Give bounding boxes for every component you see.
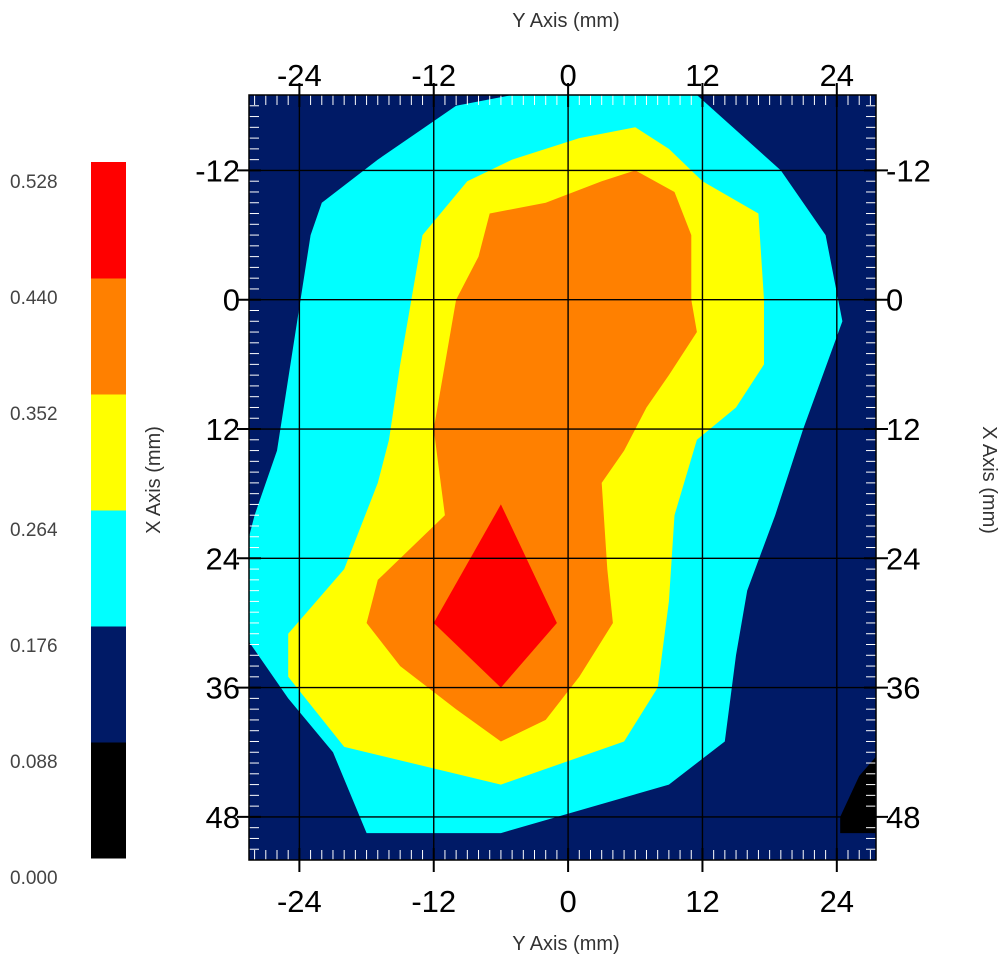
contour-regions (249, 95, 876, 834)
colorbar-label: 0.440 (10, 288, 58, 309)
x-tick-label-top: -12 (411, 58, 456, 93)
y-tick-label-left: 24 (206, 541, 240, 576)
colorbar-label: 0.264 (10, 520, 58, 541)
x-tick-label-top: 24 (820, 58, 854, 93)
y-tick-label-left: 48 (206, 800, 240, 835)
colorbar-labels: 0.000 0.088 0.176 0.264 0.352 0.440 0.528 (10, 172, 58, 889)
contour-region-4 (840, 756, 876, 834)
minor-ticks (249, 94, 876, 861)
x-axis-title-top: Y Axis (mm) (512, 10, 619, 32)
y-tick-label-right: 24 (886, 541, 920, 576)
x-tick-label-bottom: -12 (411, 884, 456, 919)
y-axis-title-left: X Axis (mm) (143, 426, 165, 534)
colorbar (91, 162, 126, 859)
y-tick-label-left: -12 (195, 153, 240, 188)
colorbar-label: 0.000 (10, 868, 58, 889)
y-tick-label-right: 36 (886, 671, 920, 706)
colorbar-label: 0.088 (10, 752, 58, 773)
x-tick-label-bottom: 12 (685, 884, 719, 919)
x-tick-label-top: 0 (559, 58, 576, 93)
x-tick-label-top: -24 (277, 58, 322, 93)
colorbar-band-3 (91, 394, 126, 511)
y-tick-label-left: 36 (206, 671, 240, 706)
colorbar-band-5 (91, 162, 126, 279)
plot-frame (248, 94, 877, 861)
contour-region-3 (433, 504, 557, 688)
colorbar-band-0 (91, 742, 126, 859)
colorbar-label: 0.352 (10, 404, 58, 425)
colorbar-label: 0.528 (10, 172, 58, 193)
tick-labels: -24 -24 -12 -12 0 0 12 12 24 24 -12 -12 0 0 12 12 24 24 36… (195, 58, 931, 919)
x-tick-label-top: 12 (685, 58, 719, 93)
colorbar-band-4 (91, 278, 126, 395)
y-tick-label-right: 0 (886, 283, 903, 318)
x-tick-label-bottom: 0 (559, 884, 576, 919)
y-axis-title-right: X Axis (mm) (978, 426, 1000, 534)
y-tick-label-right: -12 (886, 153, 931, 188)
y-tick-label-right: 12 (886, 412, 920, 447)
x-axis-title-bottom: Y Axis (mm) (512, 933, 619, 955)
y-tick-label-left: 0 (223, 283, 240, 318)
y-tick-label-left: 12 (206, 412, 240, 447)
x-tick-label-bottom: -24 (277, 884, 322, 919)
colorbar-band-2 (91, 510, 126, 627)
colorbar-label: 0.176 (10, 636, 58, 657)
gridlines (249, 95, 876, 860)
y-tick-label-right: 48 (886, 800, 920, 835)
colorbar-band-1 (91, 626, 126, 743)
x-tick-label-bottom: 24 (820, 884, 854, 919)
